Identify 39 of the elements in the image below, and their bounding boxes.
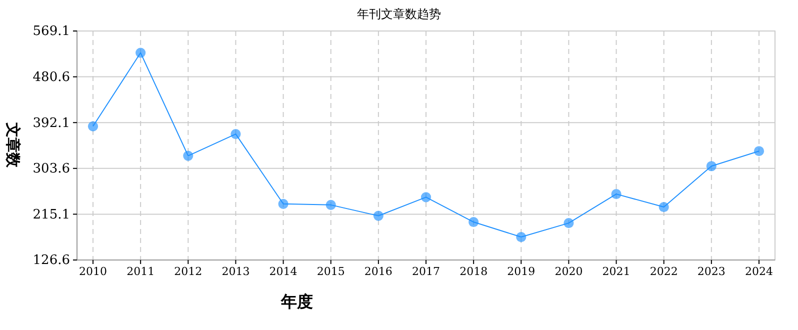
y-tick-label: 215.1 [32, 207, 70, 222]
x-tick-label: 2016 [364, 264, 392, 278]
y-tick-label: 480.6 [32, 70, 70, 85]
point [611, 189, 622, 200]
x-tick-label: 2013 [222, 264, 250, 278]
x-tick-label: 2017 [412, 264, 440, 278]
chart-title: 年刊文章数趋势 [357, 7, 441, 21]
x-tick-label: 2019 [507, 264, 536, 278]
point [373, 210, 384, 221]
x-tick-label: 2023 [697, 264, 726, 278]
point [136, 48, 146, 58]
y-axis-title: 文章数 [4, 122, 22, 168]
x-tick-label: 2014 [269, 264, 298, 278]
point [88, 121, 98, 132]
x-tick-label: 2015 [316, 264, 345, 278]
y-tick-label: 126.6 [32, 253, 70, 268]
point [183, 150, 194, 161]
point [326, 200, 336, 210]
y-tick-label: 569.1 [32, 24, 70, 40]
point [754, 146, 764, 156]
x-tick-label: 2022 [650, 264, 678, 278]
x-tick-label: 2011 [126, 264, 155, 278]
point [564, 218, 574, 228]
x-tick-label: 2018 [460, 264, 488, 278]
x-tick-label: 2012 [174, 264, 202, 278]
y-tick-label: 303.6 [32, 162, 70, 177]
point [278, 198, 288, 209]
point [420, 192, 432, 202]
point [706, 161, 716, 172]
point [468, 216, 479, 228]
point [516, 232, 526, 242]
point [658, 202, 669, 212]
x-axis-title: 年度 [280, 292, 313, 311]
x-tick-label: 2024 [745, 264, 773, 278]
x-tick-label: 2020 [554, 264, 583, 278]
point [230, 129, 241, 140]
y-tick-label: 392.1 [32, 116, 70, 131]
x-tick-label: 2010 [79, 264, 107, 278]
x-tick-label: 2021 [602, 264, 630, 278]
